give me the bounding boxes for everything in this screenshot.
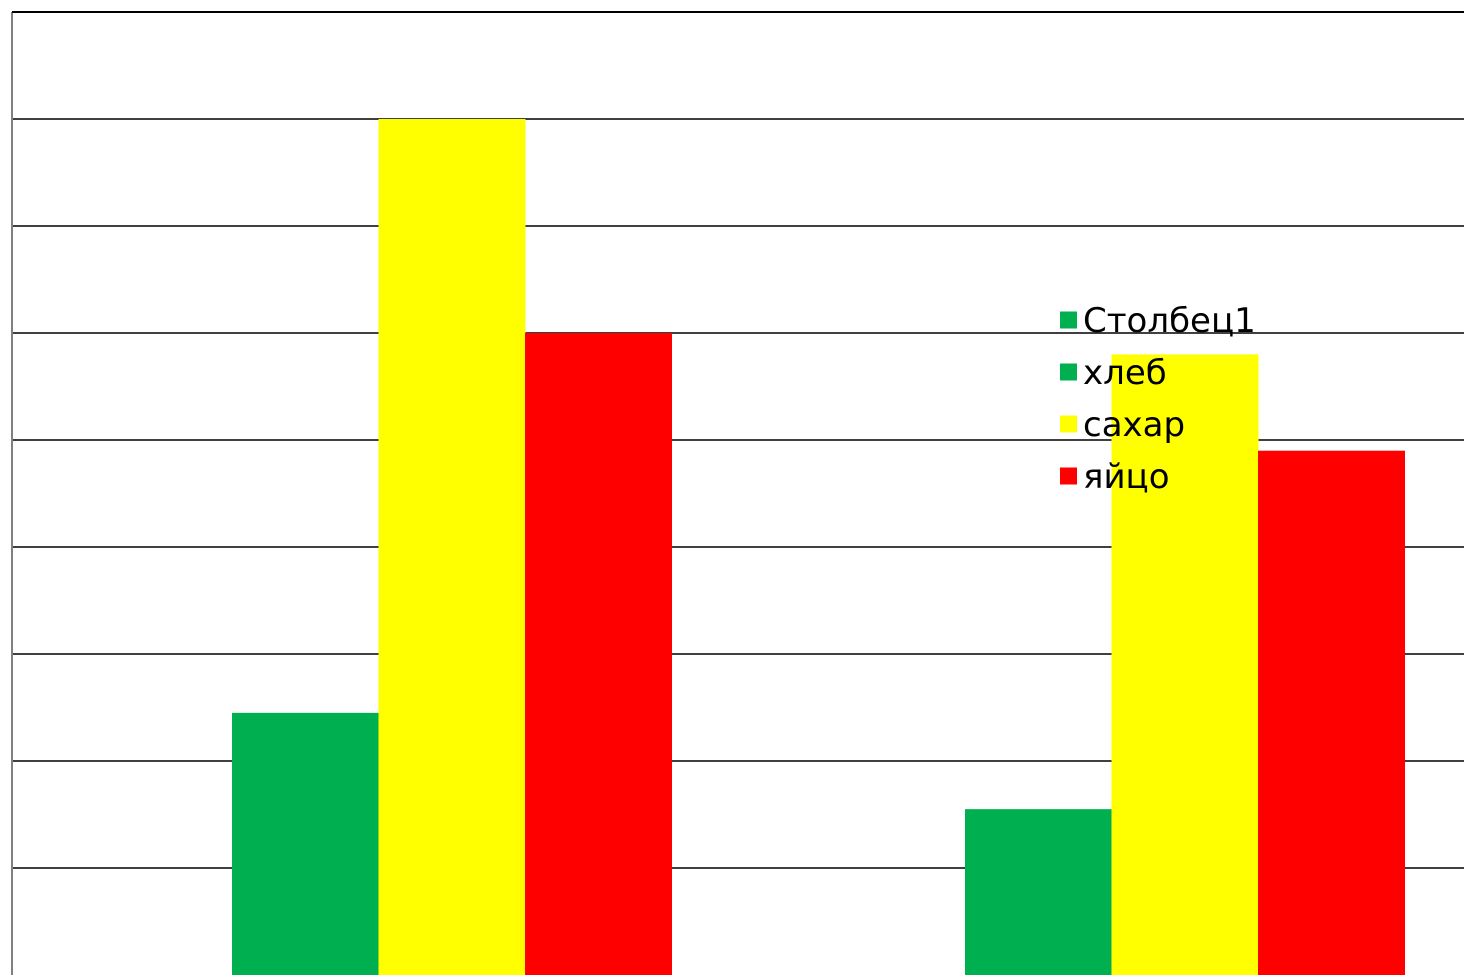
legend-label: Столбец1	[1083, 301, 1256, 341]
bar-сахар-2	[1111, 354, 1259, 975]
legend-swatch	[1060, 415, 1077, 433]
legend-swatch	[1060, 311, 1077, 329]
bar-хлеб-2	[965, 809, 1112, 975]
legend-swatch	[1060, 363, 1077, 381]
bar-яйцо-2	[1258, 450, 1405, 975]
bars	[232, 119, 1405, 975]
bar-хлеб-1	[232, 712, 379, 975]
bar-сахар-1	[378, 119, 526, 975]
legend: Столбец1 хлеб сахар яйцо	[1060, 301, 1256, 497]
legend-label: сахар	[1083, 405, 1185, 445]
legend-label: яйцо	[1083, 457, 1170, 497]
legend-label: хлеб	[1083, 353, 1167, 393]
legend-swatch	[1060, 467, 1077, 485]
bar-яйцо-1	[525, 333, 672, 975]
